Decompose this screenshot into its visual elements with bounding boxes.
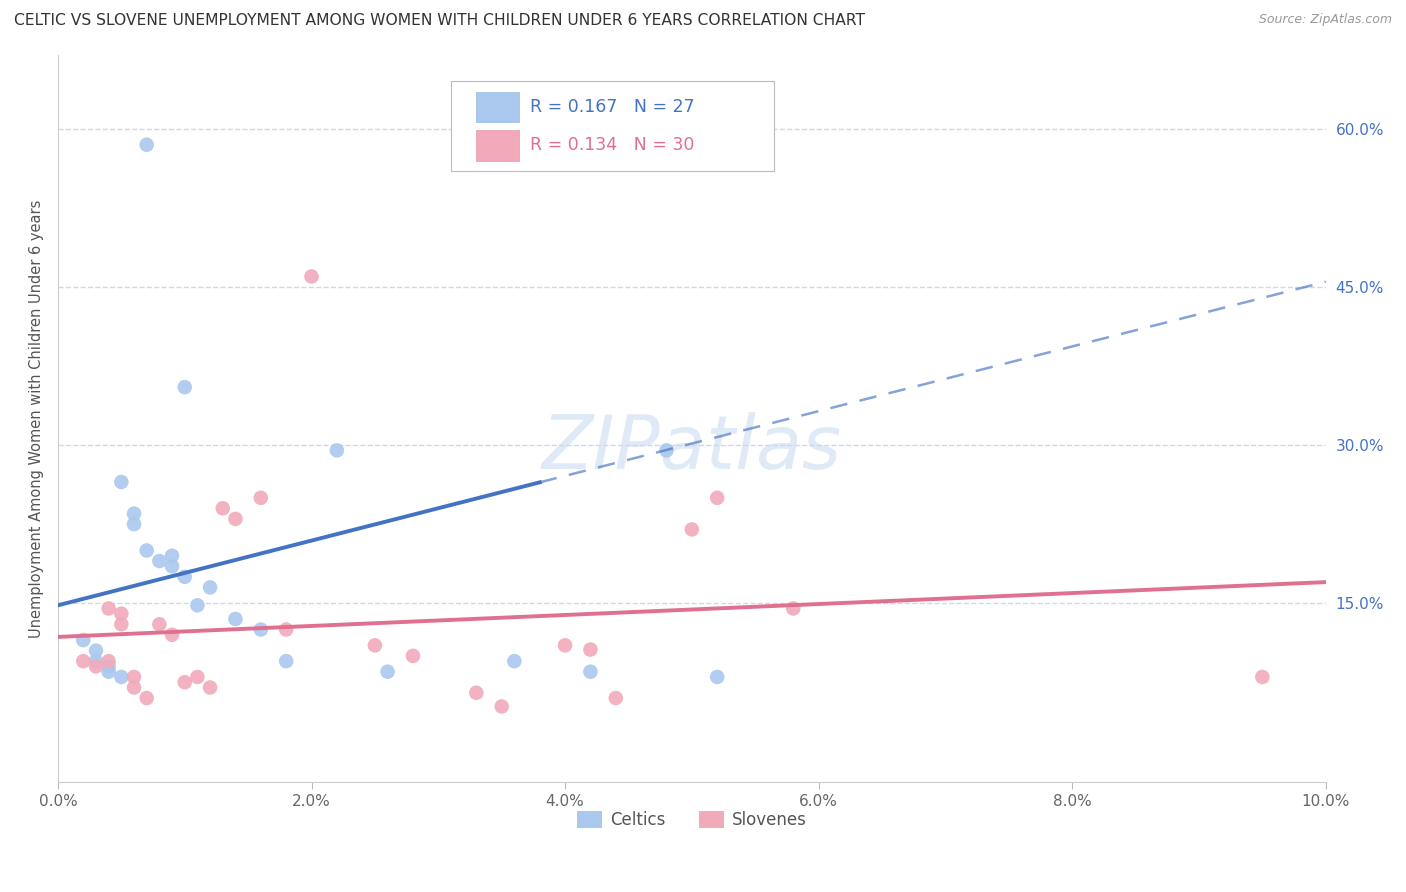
Point [122, 517, 145, 532]
Point [224, 612, 246, 626]
Point [706, 670, 728, 684]
Point [135, 543, 157, 558]
Point [249, 491, 271, 505]
Point [465, 686, 488, 700]
Legend: Celtics, Slovenes: Celtics, Slovenes [569, 805, 814, 836]
Text: CELTIC VS SLOVENE UNEMPLOYMENT AMONG WOMEN WITH CHILDREN UNDER 6 YEARS CORRELATI: CELTIC VS SLOVENE UNEMPLOYMENT AMONG WOM… [14, 13, 865, 29]
Point [1251, 670, 1274, 684]
Point [173, 570, 195, 584]
Point [782, 601, 804, 615]
Point [276, 623, 298, 637]
Point [160, 628, 183, 642]
Point [160, 549, 183, 563]
Y-axis label: Unemployment Among Women with Children Under 6 years: Unemployment Among Women with Children U… [30, 200, 44, 638]
FancyBboxPatch shape [477, 92, 519, 122]
Point [173, 380, 195, 394]
FancyBboxPatch shape [477, 130, 519, 161]
Point [364, 638, 387, 652]
FancyBboxPatch shape [451, 80, 775, 171]
Point [97, 601, 120, 615]
Point [84, 654, 107, 668]
Point [276, 654, 298, 668]
Point [198, 580, 221, 594]
Point [72, 654, 94, 668]
Point [110, 617, 132, 632]
Text: R = 0.167   N = 27: R = 0.167 N = 27 [530, 98, 695, 116]
Point [554, 638, 576, 652]
Point [135, 137, 157, 152]
Point [326, 443, 349, 458]
Point [491, 699, 513, 714]
Point [503, 654, 526, 668]
Text: Source: ZipAtlas.com: Source: ZipAtlas.com [1258, 13, 1392, 27]
Point [148, 554, 170, 568]
Point [122, 507, 145, 521]
Point [97, 659, 120, 673]
Point [605, 691, 627, 706]
Point [135, 691, 157, 706]
Point [84, 643, 107, 657]
Text: R = 0.134   N = 30: R = 0.134 N = 30 [530, 136, 695, 154]
Point [706, 491, 728, 505]
Point [122, 670, 145, 684]
Point [579, 665, 602, 679]
Point [110, 475, 132, 489]
Point [97, 654, 120, 668]
Point [186, 670, 208, 684]
Point [224, 512, 246, 526]
Point [173, 675, 195, 690]
Point [110, 670, 132, 684]
Point [122, 681, 145, 695]
Point [655, 443, 678, 458]
Point [84, 659, 107, 673]
Point [186, 599, 208, 613]
Point [97, 665, 120, 679]
Point [402, 648, 425, 663]
Point [148, 617, 170, 632]
Text: ZIPatlas: ZIPatlas [541, 412, 842, 483]
Point [249, 623, 271, 637]
Point [377, 665, 399, 679]
Point [579, 642, 602, 657]
Point [198, 681, 221, 695]
Point [301, 269, 323, 284]
Point [681, 523, 703, 537]
Point [160, 559, 183, 574]
Point [211, 501, 233, 516]
Point [72, 633, 94, 648]
Point [110, 607, 132, 621]
